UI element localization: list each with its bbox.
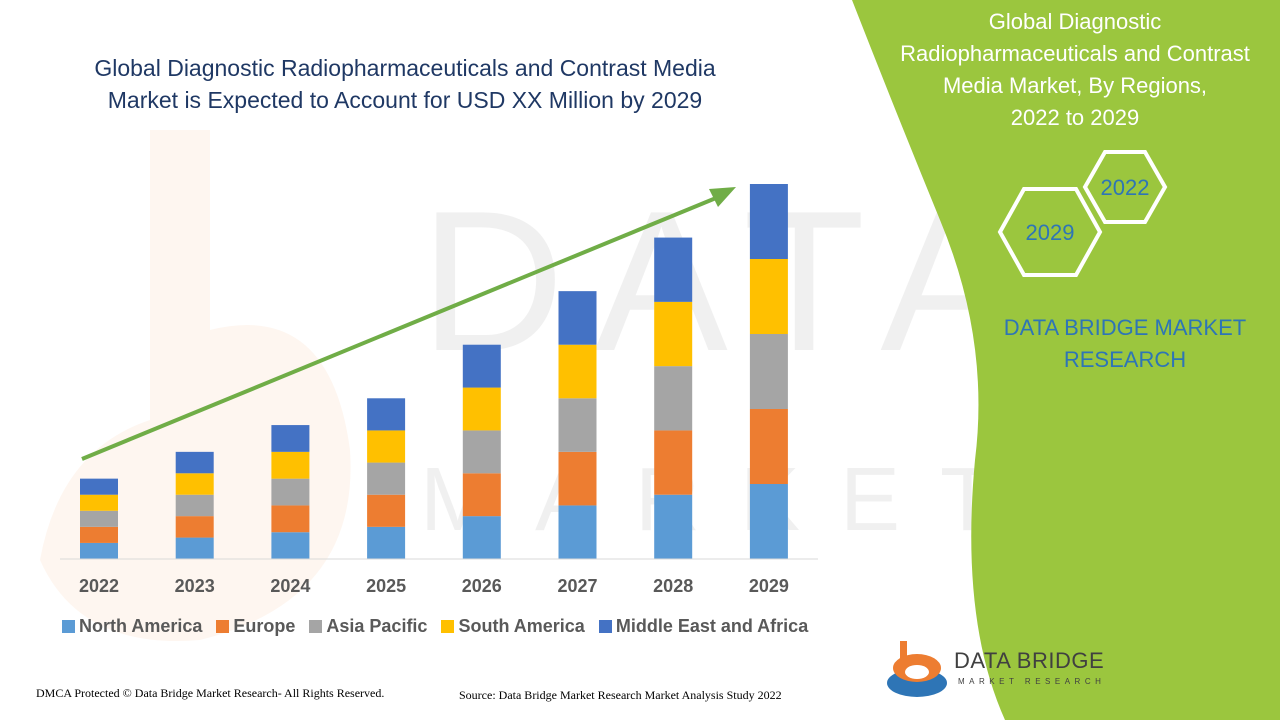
- legend-swatch: [62, 620, 75, 633]
- chart-legend: North America Europe Asia Pacific South Ame…: [62, 616, 822, 637]
- bar-segment-2028-south-america: [654, 301, 693, 367]
- watermark-logo-mark: [40, 130, 351, 641]
- bar-segment-2023-middle-east-and-africa: [175, 451, 214, 474]
- legend-label: Asia Pacific: [326, 616, 428, 636]
- bar-segment-2025-asia-pacific: [367, 462, 406, 495]
- bar-segment-2022-middle-east-and-africa: [80, 478, 118, 495]
- x-tick-label-2024: 2024: [270, 576, 310, 596]
- bar-segment-2027-asia-pacific: [558, 398, 597, 452]
- bar-segment-2029-south-america: [749, 259, 788, 334]
- x-tick-label-2026: 2026: [462, 576, 502, 596]
- bar-segment-2029-middle-east-and-africa: [749, 184, 788, 259]
- side-panel-background: [852, 0, 1280, 720]
- chart-title-line-1: Global Diagnostic Radiopharmaceuticals a…: [94, 55, 716, 81]
- bar-segment-2026-south-america: [462, 387, 501, 431]
- legend-item-asia-pacific: Asia Pacific: [309, 616, 427, 637]
- bar-segment-2027-north-america: [558, 505, 597, 559]
- bar-segment-2026-asia-pacific: [462, 430, 501, 474]
- source-note: Source: Data Bridge Market Research Mark…: [459, 688, 782, 702]
- x-tick-label-2027: 2027: [557, 576, 597, 596]
- legend-swatch: [598, 620, 612, 633]
- x-tick-label-2023: 2023: [175, 576, 215, 596]
- bar-segment-2024-middle-east-and-africa: [271, 425, 310, 452]
- bar-segment-2025-middle-east-and-africa: [367, 398, 406, 431]
- side-title-line-2: Radiopharmaceuticals and Contrast: [900, 41, 1250, 66]
- bar-segment-2026-north-america: [462, 516, 501, 559]
- bar-segment-2028-north-america: [654, 494, 693, 559]
- bar-segment-2025-europe: [367, 494, 406, 527]
- legend-item-south-america: South America: [441, 616, 585, 637]
- x-tick-label-2022: 2022: [79, 576, 119, 596]
- brand-text-line-1: DATA BRIDGE MARKET: [1003, 315, 1247, 340]
- logo-subtitle: MARKET RESEARCH: [958, 677, 1106, 686]
- bar-segment-2025-north-america: [367, 526, 406, 559]
- data-bridge-logo-icon: [887, 641, 947, 697]
- bar-segment-2023-europe: [175, 516, 214, 538]
- legend-label: Europe: [233, 616, 296, 636]
- bar-segment-2023-south-america: [175, 473, 214, 495]
- legend-item-middle-east-and-africa: Middle East and Africa: [598, 616, 809, 637]
- trend-arrow: [81, 187, 736, 461]
- side-title-line-3: Media Market, By Regions,: [942, 73, 1208, 98]
- bar-segment-2029-asia-pacific: [749, 334, 788, 409]
- bar-segment-2028-europe: [654, 430, 693, 495]
- chart-title-line-2: Market is Expected to Account for USD XX…: [107, 87, 703, 113]
- chart-bars: [80, 184, 788, 559]
- legend-label: Middle East and Africa: [615, 616, 809, 636]
- x-axis-ticks: 2022 2023 2024 2025 2026 2027 2028 2029: [79, 576, 789, 596]
- bar-segment-2027-europe: [558, 451, 597, 506]
- legend-item-europe: Europe: [216, 616, 295, 637]
- bar-segment-2029-north-america: [749, 484, 788, 559]
- hexagon-2029: [997, 187, 1103, 277]
- x-tick-label-2029: 2029: [749, 576, 789, 596]
- chart-title: Global Diagnostic Radiopharmaceuticals a…: [40, 52, 770, 116]
- hexagon-2029-label: 2029: [1026, 220, 1075, 245]
- bar-segment-2026-europe: [462, 473, 501, 517]
- legend-swatch: [441, 620, 455, 633]
- bar-segment-2023-north-america: [175, 537, 214, 559]
- bar-segment-2027-south-america: [558, 344, 597, 399]
- side-title-line-1: Global Diagnostic: [988, 9, 1162, 34]
- copyright-notice: DMCA Protected © Data Bridge Market Rese…: [36, 686, 385, 700]
- bar-segment-2029-europe: [749, 409, 788, 484]
- hexagon-2022-label: 2022: [1101, 175, 1150, 200]
- brand-text: DATA BRIDGE MARKET RESEARCH: [960, 312, 1280, 376]
- legend-swatch: [309, 620, 323, 633]
- bar-segment-2026-middle-east-and-africa: [462, 344, 501, 388]
- legend-item-north-america: North America: [62, 616, 202, 637]
- trend-arrow-shaft: [81, 196, 717, 461]
- bar-segment-2023-asia-pacific: [175, 494, 214, 517]
- bar-segment-2028-asia-pacific: [654, 366, 693, 431]
- hexagon-2022: [1082, 150, 1168, 224]
- bar-segment-2022-asia-pacific: [80, 510, 118, 527]
- legend-swatch: [216, 620, 230, 633]
- bar-segment-2022-north-america: [80, 542, 118, 559]
- x-tick-label-2025: 2025: [366, 576, 406, 596]
- bar-segment-2024-north-america: [271, 532, 310, 559]
- legend-label: South America: [458, 616, 585, 636]
- bar-segment-2024-europe: [271, 505, 310, 533]
- x-tick-label-2028: 2028: [653, 576, 693, 596]
- bar-segment-2027-middle-east-and-africa: [558, 291, 597, 345]
- bar-segment-2022-south-america: [80, 494, 118, 511]
- trend-arrow-head: [709, 187, 736, 207]
- bar-segment-2028-middle-east-and-africa: [654, 237, 693, 302]
- bar-segment-2022-europe: [80, 526, 118, 543]
- brand-text-line-2: RESEARCH: [1063, 347, 1187, 372]
- bar-segment-2024-asia-pacific: [271, 478, 310, 506]
- logo-name: DATA BRIDGE: [954, 648, 1105, 673]
- bar-segment-2024-south-america: [271, 451, 310, 479]
- side-panel-title: Global Diagnostic Radiopharmaceuticals a…: [872, 6, 1278, 134]
- legend-label: North America: [79, 616, 203, 636]
- side-title-line-4: 2022 to 2029: [1010, 105, 1140, 130]
- bar-segment-2025-south-america: [367, 430, 406, 463]
